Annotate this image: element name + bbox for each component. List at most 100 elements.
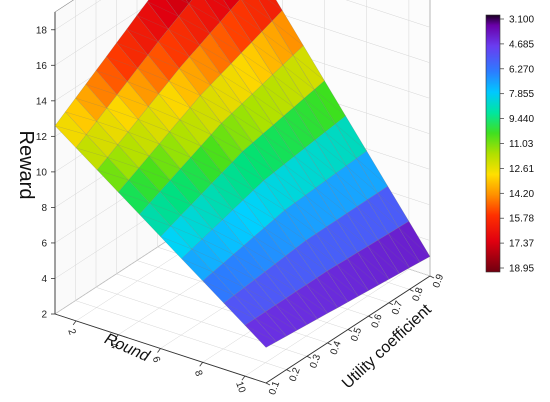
surface-diagonal — [268, 0, 283, 11]
surface-diagonal — [179, 119, 212, 135]
surface-diagonal — [232, 162, 264, 181]
surface-diagonal — [54, 125, 87, 135]
surface-diagonal — [97, 169, 129, 181]
surface-diagonal — [189, 107, 222, 124]
surface-diagonal — [168, 28, 200, 46]
surface-diagonal — [158, 93, 191, 108]
surface-diagonal — [275, 304, 308, 325]
surface-diagonal — [242, 0, 273, 22]
x-tick-mark — [72, 320, 77, 326]
surface-diagonal — [148, 155, 181, 170]
surface-diagonal — [306, 284, 338, 308]
surface-diagonal — [242, 199, 275, 220]
surface-diagonal — [138, 119, 170, 133]
x-gridline — [244, 0, 410, 377]
surface-diagonal — [117, 144, 150, 157]
z-tick-label: 14 — [36, 96, 48, 107]
colorbar-label: 3.100 — [509, 15, 534, 26]
surface-diagonal — [147, 54, 180, 69]
surface-diagonal — [221, 123, 253, 143]
surface-diagonal — [231, 113, 264, 135]
y-tick-label: 0.6 — [370, 312, 385, 329]
y-tick-mark — [286, 369, 291, 372]
surface-diagonal — [201, 193, 233, 211]
surface-diagonal — [233, 295, 266, 312]
surface-diagonal — [346, 213, 379, 241]
surface-cell — [185, 0, 193, 5]
surface-diagonal — [273, 172, 306, 196]
y-tick-mark — [429, 275, 435, 279]
surface-diagonal — [191, 248, 224, 264]
surface-diagonal — [264, 271, 297, 292]
surface-diagonal — [107, 157, 139, 169]
x-tick-mark — [157, 348, 161, 353]
surface-diagonal — [264, 227, 296, 249]
colorbar-label: 17.37 — [509, 239, 534, 250]
y-tick-mark — [388, 302, 394, 306]
surface-diagonal — [65, 111, 97, 122]
surface-diagonal — [178, 16, 211, 34]
surface-diagonal — [222, 219, 255, 237]
surface-diagonal — [296, 291, 328, 314]
surface-diagonal — [305, 195, 337, 221]
y-tick-mark — [327, 342, 332, 346]
colorbar-label: 9.440 — [509, 114, 534, 125]
y-tick-label: 0.9 — [431, 272, 446, 289]
surface-diagonal — [127, 131, 160, 145]
surface-diagonal — [271, 20, 304, 46]
surface-diagonal — [170, 225, 203, 240]
surface-diagonal — [326, 270, 359, 297]
surface-diagonal — [85, 84, 118, 96]
surface-diagonal — [95, 70, 128, 82]
surface-diagonal — [158, 41, 190, 58]
z-tick-label: 12 — [36, 132, 48, 143]
surface-diagonal — [136, 15, 169, 30]
surface-diagonal — [357, 252, 390, 280]
surface-diagonal — [285, 298, 318, 320]
surface-diagonal — [377, 192, 410, 222]
surface-diagonal — [304, 148, 337, 174]
surface-diagonal — [336, 219, 369, 247]
surface-diagonal — [273, 124, 305, 149]
colorbar-label: 12.61 — [509, 164, 534, 175]
surface-diagonal — [220, 21, 252, 43]
surface-diagonal — [189, 56, 221, 75]
surface-diagonal — [232, 209, 265, 229]
surface-diagonal — [252, 142, 285, 165]
colorbar-label: 18.95 — [509, 264, 534, 275]
y-tick-mark — [347, 329, 353, 332]
surface-diagonal — [147, 1, 179, 17]
surface-diagonal — [335, 173, 368, 200]
surface-diagonal — [254, 279, 287, 299]
surface-diagonal — [190, 157, 223, 173]
surface-diagonal — [138, 167, 171, 181]
surface-diagonal — [181, 0, 189, 4]
surface-diagonal — [117, 94, 149, 107]
surface-diagonal — [356, 158, 388, 187]
surface-diagonal — [179, 68, 211, 86]
surface-diagonal — [263, 180, 296, 203]
surface-diagonal — [211, 134, 243, 152]
surface-mesh — [54, 0, 431, 348]
z-tick-label: 2 — [41, 310, 47, 321]
y-tick-label: 0.1 — [267, 379, 282, 396]
x-tick-label: 10 — [233, 380, 247, 395]
surface-diagonal — [230, 63, 263, 85]
x-tick-mark — [241, 375, 246, 381]
surface-diagonal — [252, 93, 284, 117]
y-tick-mark — [306, 355, 312, 359]
y-tick-mark — [409, 289, 414, 292]
surface-diagonal — [282, 64, 315, 90]
surface-diagonal — [168, 81, 201, 96]
colorbar-label: 4.685 — [509, 39, 534, 50]
surface-diagonal — [315, 187, 347, 214]
surface-diagonal — [76, 147, 108, 158]
surface-diagonal — [295, 248, 328, 272]
surface-diagonal — [293, 107, 326, 133]
surface-diagonal — [241, 103, 274, 126]
surface-diagonal — [294, 156, 326, 181]
y-tick-label: 0.2 — [288, 366, 303, 383]
surface-diagonal — [159, 143, 191, 158]
